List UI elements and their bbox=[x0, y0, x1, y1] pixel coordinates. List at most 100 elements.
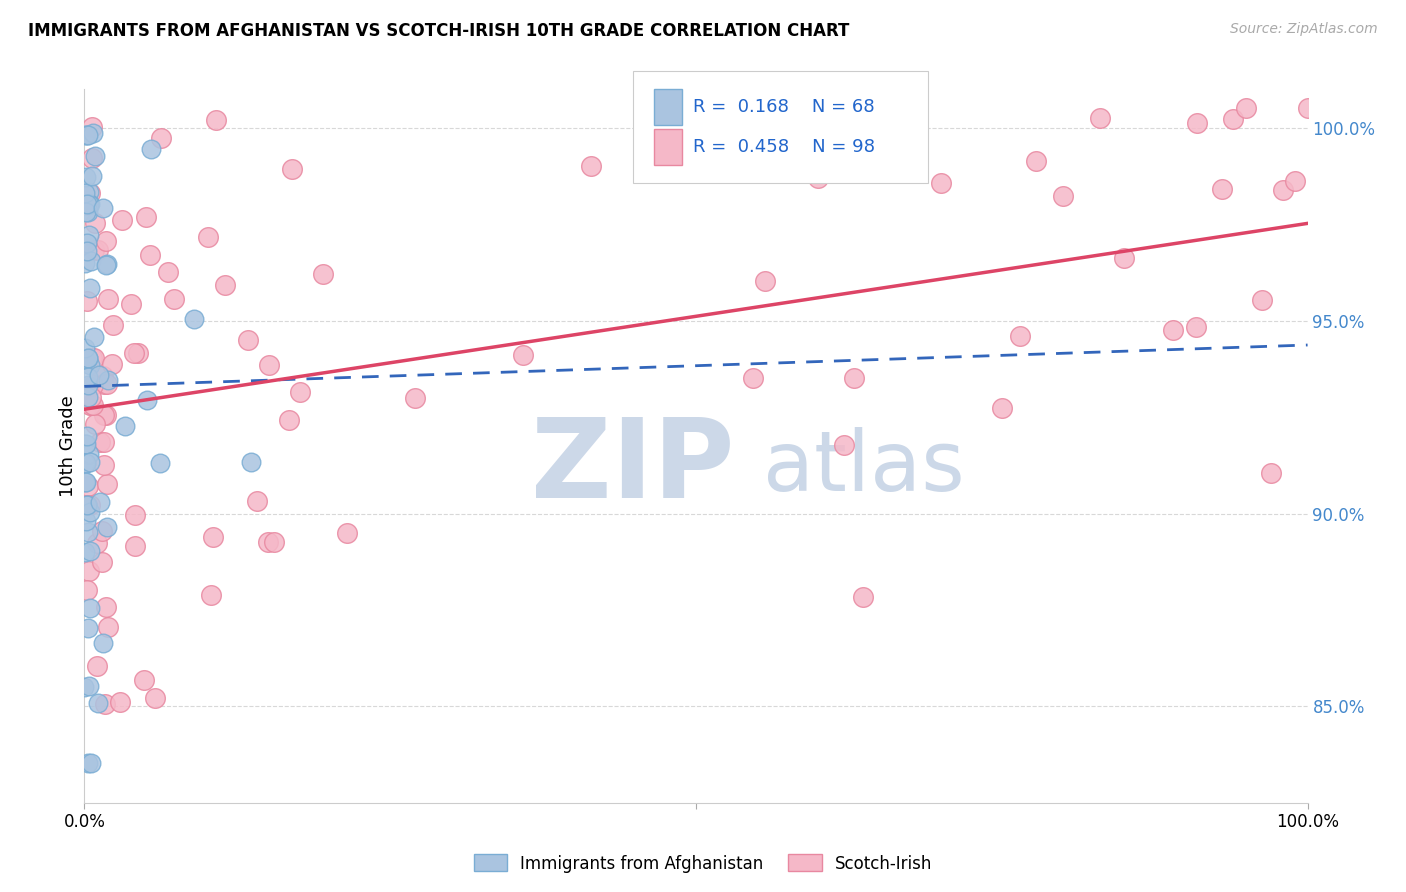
Text: atlas: atlas bbox=[763, 427, 965, 508]
Point bbox=[82, 378, 104, 392]
Point bbox=[75, 170, 97, 185]
Point bbox=[79, 196, 101, 211]
Point bbox=[97, 292, 120, 306]
Point bbox=[79, 196, 101, 211]
Point bbox=[76, 197, 98, 211]
Point bbox=[73, 198, 96, 212]
Legend: Immigrants from Afghanistan, Scotch-Irish: Immigrants from Afghanistan, Scotch-Iris… bbox=[467, 847, 939, 880]
Point bbox=[76, 429, 98, 443]
Point bbox=[80, 398, 103, 412]
Point bbox=[183, 311, 205, 326]
Point bbox=[83, 330, 105, 344]
Point bbox=[1296, 102, 1319, 116]
Point bbox=[96, 476, 118, 491]
Point bbox=[97, 619, 120, 633]
Point bbox=[77, 351, 100, 366]
Point bbox=[1236, 102, 1258, 116]
Point bbox=[127, 346, 149, 360]
Point bbox=[80, 756, 103, 770]
Point bbox=[93, 376, 115, 391]
Point bbox=[82, 351, 104, 366]
Point bbox=[214, 278, 236, 293]
Text: IMMIGRANTS FROM AFGHANISTAN VS SCOTCH-IRISH 10TH GRADE CORRELATION CHART: IMMIGRANTS FROM AFGHANISTAN VS SCOTCH-IR… bbox=[28, 22, 849, 40]
Point bbox=[75, 205, 97, 219]
Point bbox=[76, 128, 98, 142]
Point bbox=[96, 408, 118, 422]
Point bbox=[312, 267, 335, 281]
Point bbox=[84, 149, 107, 163]
Point bbox=[86, 243, 108, 257]
Text: R =  0.458    N = 98: R = 0.458 N = 98 bbox=[693, 138, 875, 156]
Point bbox=[73, 680, 96, 694]
Point bbox=[122, 346, 145, 360]
Point bbox=[257, 358, 280, 372]
Point bbox=[96, 258, 118, 272]
Point bbox=[76, 524, 98, 539]
Point bbox=[97, 373, 120, 387]
Point bbox=[200, 588, 222, 602]
Point bbox=[93, 636, 115, 650]
Point bbox=[1211, 182, 1233, 196]
Point bbox=[929, 176, 952, 190]
Point bbox=[75, 437, 97, 451]
Y-axis label: 10th Grade: 10th Grade bbox=[59, 395, 77, 497]
Point bbox=[135, 210, 157, 224]
Point bbox=[134, 673, 156, 688]
Point bbox=[76, 498, 98, 512]
Point bbox=[79, 281, 101, 295]
Point bbox=[1187, 115, 1209, 129]
Point bbox=[76, 583, 98, 598]
Point bbox=[80, 390, 103, 404]
Point bbox=[257, 535, 280, 549]
Point bbox=[404, 391, 426, 405]
Point bbox=[75, 197, 97, 211]
Point bbox=[246, 494, 269, 508]
Point bbox=[238, 333, 260, 347]
Point bbox=[1260, 466, 1282, 480]
Point bbox=[77, 447, 100, 461]
Point bbox=[79, 505, 101, 519]
Point bbox=[77, 370, 100, 384]
Point bbox=[149, 456, 172, 470]
Point bbox=[111, 212, 134, 227]
Text: ZIP: ZIP bbox=[531, 414, 734, 521]
Point bbox=[77, 185, 100, 199]
Point bbox=[83, 417, 105, 431]
Point bbox=[79, 498, 101, 512]
Point bbox=[77, 564, 100, 578]
Point bbox=[114, 418, 136, 433]
Point bbox=[90, 524, 112, 538]
Point bbox=[108, 695, 131, 709]
Point bbox=[1025, 153, 1047, 168]
Point bbox=[512, 348, 534, 362]
Point bbox=[96, 376, 118, 391]
Point bbox=[76, 293, 98, 308]
Point bbox=[281, 162, 304, 177]
Point bbox=[336, 526, 359, 541]
Point bbox=[205, 113, 228, 128]
Point bbox=[163, 292, 186, 306]
Point bbox=[100, 357, 122, 371]
Point bbox=[852, 590, 875, 604]
Point bbox=[75, 186, 97, 201]
Point bbox=[77, 679, 100, 693]
Point bbox=[90, 555, 112, 569]
Point bbox=[157, 265, 180, 279]
Point bbox=[86, 659, 108, 673]
Point bbox=[93, 434, 115, 449]
Text: Source: ZipAtlas.com: Source: ZipAtlas.com bbox=[1230, 22, 1378, 37]
Point bbox=[136, 393, 159, 408]
Point bbox=[77, 756, 100, 771]
Point bbox=[73, 456, 96, 470]
Point bbox=[101, 318, 124, 332]
Point bbox=[73, 341, 96, 355]
Point bbox=[842, 371, 865, 385]
Point bbox=[1284, 174, 1306, 188]
Point bbox=[79, 455, 101, 469]
Point bbox=[139, 248, 162, 262]
Point bbox=[1250, 293, 1272, 308]
Point bbox=[288, 385, 311, 400]
Point bbox=[197, 230, 219, 244]
Point bbox=[75, 456, 97, 470]
Point bbox=[143, 691, 166, 706]
